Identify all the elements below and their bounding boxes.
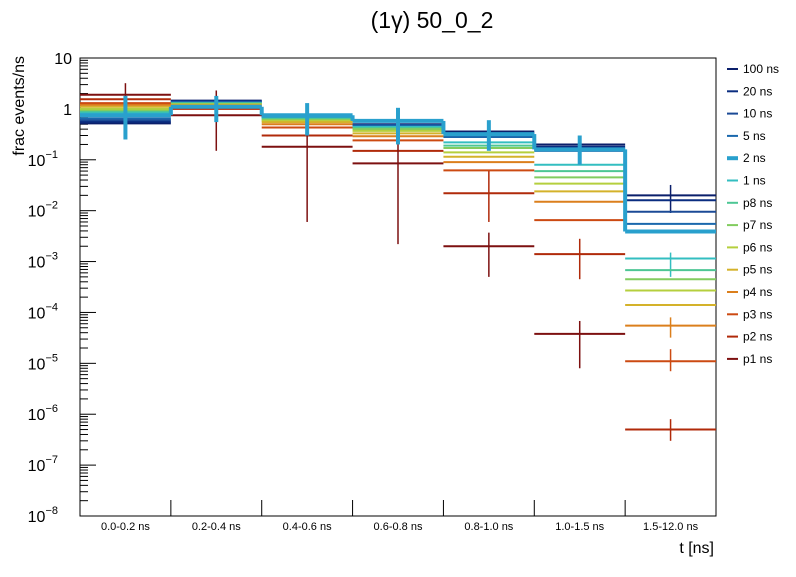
y-tick-label: 10−4 — [28, 301, 58, 322]
legend-item: 20 ns — [727, 84, 772, 98]
legend-item: p8 ns — [727, 196, 772, 210]
legend-item: 10 ns — [727, 107, 772, 121]
legend-item: p5 ns — [727, 263, 772, 277]
x-axis-label: t [ns] — [679, 540, 714, 557]
legend-label: p4 ns — [743, 285, 772, 299]
legend-label: 5 ns — [743, 129, 766, 143]
x-tick-label: 0.8-1.0 ns — [464, 521, 513, 533]
plot-frame — [79, 57, 717, 517]
legend-label: p3 ns — [743, 307, 772, 321]
chart-title: (1γ) 50_0_2 — [371, 7, 494, 33]
x-tick-label: 0.6-0.8 ns — [374, 521, 423, 533]
legend-label: p5 ns — [743, 263, 772, 277]
y-tick-label: 10−7 — [28, 454, 58, 475]
y-axis-label: frac events/ns — [11, 56, 28, 156]
legend-label: 1 ns — [743, 174, 766, 188]
y-tick-label: 10−5 — [28, 352, 58, 373]
series-2-ns — [80, 95, 716, 234]
legend-label: p1 ns — [743, 352, 772, 366]
x-tick-label: 1.5-12.0 ns — [643, 521, 699, 533]
legend-item: p3 ns — [727, 307, 772, 321]
y-tick-label: 10−6 — [28, 403, 58, 424]
x-tick-label: 0.4-0.6 ns — [283, 521, 332, 533]
plot-area: 10−8 10−7 10−6 10−5 10−4 10−3 10−2 10−1 1 10 0.0-0… — [28, 51, 717, 533]
legend-item: 100 ns — [727, 62, 779, 76]
legend-item: 2 ns — [727, 151, 766, 165]
legend-item: 5 ns — [727, 129, 766, 143]
legend-item: p1 ns — [727, 352, 772, 366]
legend-item: p7 ns — [727, 218, 772, 232]
legend-item: p6 ns — [727, 240, 772, 254]
legend-label: 2 ns — [743, 151, 766, 165]
legend-label: 20 ns — [743, 84, 772, 98]
x-tick-label: 1.0-1.5 ns — [555, 521, 604, 533]
y-tick-label: 10 — [54, 51, 72, 68]
x-tick-label: 0.0-0.2 ns — [101, 521, 150, 533]
legend-item: 1 ns — [727, 174, 766, 188]
y-tick-label: 10−2 — [28, 200, 58, 221]
legend-label: p8 ns — [743, 196, 772, 210]
legend-label: p2 ns — [743, 330, 772, 344]
y-tick-label: 1 — [63, 102, 72, 119]
legend: 100 ns 20 ns 10 ns 5 ns 2 ns 1 ns p8 ns p7 ns p6… — [727, 62, 779, 366]
legend-label: 100 ns — [743, 62, 779, 76]
y-tick-label: 10−8 — [28, 505, 58, 526]
y-tick-label: 10−1 — [28, 149, 58, 170]
legend-label: p6 ns — [743, 240, 772, 254]
legend-label: 10 ns — [743, 107, 772, 121]
x-tick-label: 0.2-0.4 ns — [192, 521, 241, 533]
legend-label: p7 ns — [743, 218, 772, 232]
legend-item: p2 ns — [727, 330, 772, 344]
legend-item: p4 ns — [727, 285, 772, 299]
y-tick-label: 10−3 — [28, 251, 58, 272]
